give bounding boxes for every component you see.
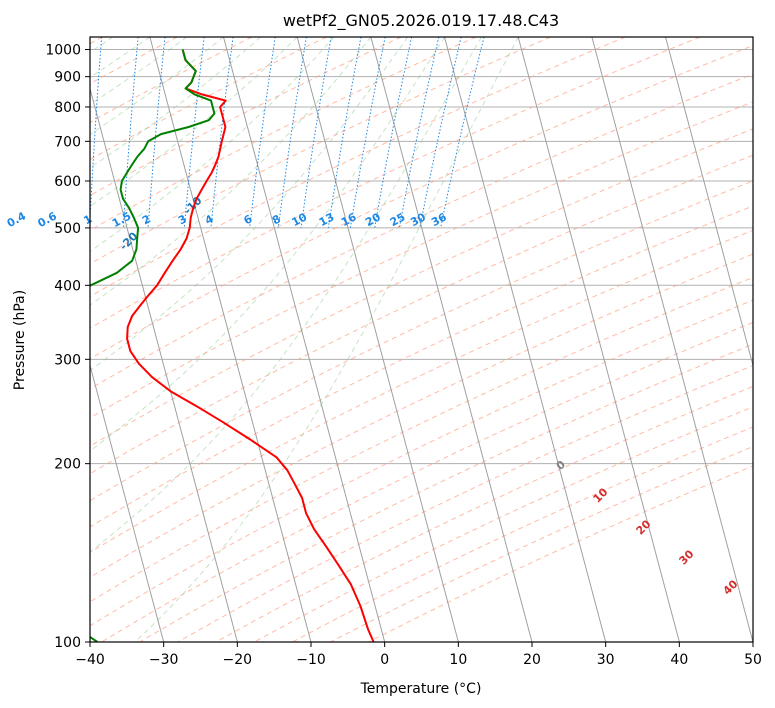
moist-adiabat-line xyxy=(134,37,519,642)
mixing-ratio-label: 20 xyxy=(363,210,383,229)
dry-adiabat-line xyxy=(139,343,753,642)
mixing-ratio-label: 25 xyxy=(388,210,408,229)
dry-adiabat-line xyxy=(90,37,701,329)
moist-adiabat-line xyxy=(90,37,335,253)
dry-adiabat-line xyxy=(90,37,402,197)
dry-adiabat-line xyxy=(90,229,753,553)
moist-adiabat-line xyxy=(90,37,372,306)
x-tick-label: 40 xyxy=(670,652,688,668)
x-axis-label: Temperature (°C) xyxy=(360,681,482,697)
mixing-ratio-label: 30 xyxy=(408,210,428,229)
mixing-ratio-label: 13 xyxy=(317,210,337,229)
plot-frame xyxy=(89,36,754,643)
y-tick-label: 300 xyxy=(54,352,81,368)
temperature-profile-line xyxy=(126,49,375,642)
mixing-ratio-line xyxy=(398,37,440,228)
isotherm-line xyxy=(296,37,459,642)
isotherm-line xyxy=(591,37,753,642)
mixing-ratio-line xyxy=(147,37,166,228)
dry-adiabat-line xyxy=(90,180,753,502)
dry-adiabat-line xyxy=(215,385,753,642)
isotherm-line xyxy=(370,37,533,642)
x-tick-label: 0 xyxy=(380,652,389,668)
mixing-ratio-label: 16 xyxy=(339,210,359,229)
x-axis-ticks: −40 −30 −20 −10 0 10 20 30 40 50 xyxy=(75,642,762,668)
moist-adiabat-line xyxy=(90,37,482,553)
mixing-ratio-label: 10 xyxy=(290,210,310,229)
y-tick-label: 1000 xyxy=(45,43,81,59)
isotherm-line xyxy=(222,37,386,642)
mixing-ratio-line xyxy=(419,37,462,228)
mixing-ratio-line xyxy=(122,37,139,228)
dry-adiabat-line xyxy=(90,276,753,603)
isotherm-line xyxy=(443,37,607,642)
chart-title: wetPf2_GN05.2026.019.17.48.C43 xyxy=(283,11,559,31)
y-axis-ticks: 100 200 300 400 500 600 700 800 900 1000 xyxy=(45,43,90,651)
profile-series xyxy=(90,49,375,642)
isotherm-line xyxy=(90,86,238,642)
moist-adiabat-line xyxy=(90,37,261,169)
mixing-ratio-line xyxy=(90,37,103,228)
dry-adiabat-line xyxy=(90,73,753,390)
mixing-ratio-label: 36 xyxy=(429,210,449,229)
dry-adiabat-line xyxy=(90,37,477,231)
y-tick-label: 700 xyxy=(54,134,81,150)
moist-adiabat-line xyxy=(90,37,445,452)
x-tick-label: 50 xyxy=(744,652,762,668)
y-tick-label: 200 xyxy=(54,457,81,473)
mixing-ratio-line xyxy=(183,37,205,228)
isotherm-line xyxy=(517,37,680,642)
y-tick-label: 100 xyxy=(54,635,81,651)
x-tick-label: 30 xyxy=(597,652,615,668)
y-tick-label: 500 xyxy=(54,221,81,237)
dry-adiabat-line xyxy=(90,101,753,419)
dewpoint-profile-line xyxy=(90,49,216,642)
isotherm-line xyxy=(90,363,165,642)
y-tick-label: 400 xyxy=(54,278,81,294)
dry-adiabat-line xyxy=(90,37,253,123)
x-tick-label: −40 xyxy=(75,652,105,668)
y-tick-label: 900 xyxy=(54,70,81,86)
moist-adiabat-line xyxy=(90,37,187,106)
mixing-ratio-line xyxy=(440,37,485,229)
dry-adiabat-line xyxy=(101,321,753,642)
background-lines xyxy=(90,37,753,642)
x-tick-label: −20 xyxy=(223,652,253,668)
x-tick-label: −10 xyxy=(296,652,326,668)
isotherm-line xyxy=(149,37,312,642)
x-tick-label: 20 xyxy=(523,652,541,668)
y-tick-label: 600 xyxy=(54,174,81,190)
y-axis-label: Pressure (hPa) xyxy=(12,290,28,390)
x-tick-label: −30 xyxy=(149,652,179,668)
x-tick-label: 10 xyxy=(449,652,467,668)
isotherm-line xyxy=(664,37,753,368)
y-tick-label: 800 xyxy=(54,100,81,116)
dry-adiabat-line xyxy=(90,37,551,265)
dry-adiabat-line xyxy=(90,128,753,447)
